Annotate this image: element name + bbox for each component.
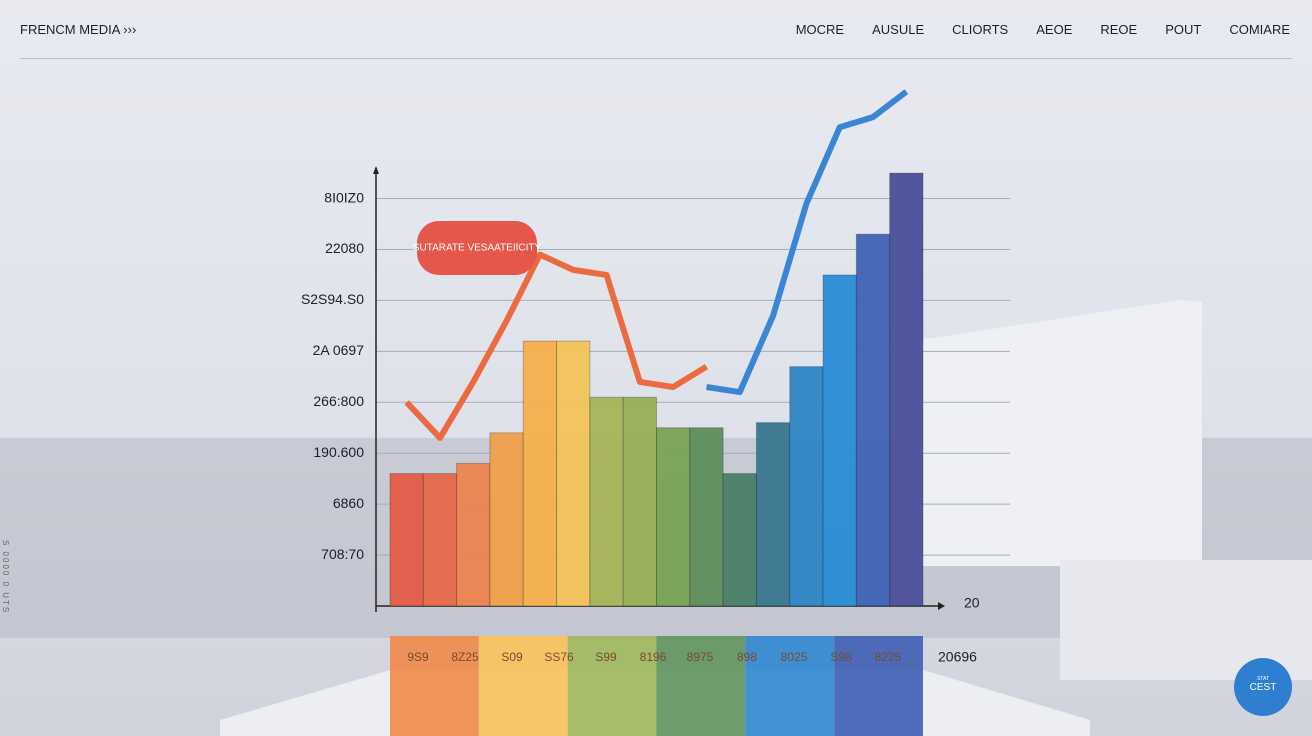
action-button[interactable]: STAT CEST xyxy=(1234,658,1292,716)
brand[interactable]: FRENCM MEDIA ››› xyxy=(20,22,137,37)
floor-band xyxy=(567,636,657,736)
band-label: 8Z25 xyxy=(451,650,479,664)
trend-line xyxy=(404,251,709,441)
bar xyxy=(789,366,824,607)
bar xyxy=(889,172,924,607)
bar xyxy=(622,396,657,607)
band-label: S98 xyxy=(830,650,852,664)
nav: MOCRE AUSULE CLIORTS AEOE REOE POUT COMIARE xyxy=(796,22,1290,37)
bar xyxy=(855,233,891,607)
bar xyxy=(822,274,857,607)
divider xyxy=(20,58,1292,59)
floor-band xyxy=(390,636,479,736)
nav-link[interactable]: MOCRE xyxy=(795,22,845,37)
floor-band xyxy=(478,636,568,736)
floor-band xyxy=(834,636,923,736)
bar xyxy=(722,473,757,607)
side-label: S 0000 0 UTS xyxy=(1,540,10,615)
y-tick-label: 22080 xyxy=(325,240,364,256)
bar xyxy=(489,432,524,607)
annotation: SUTARATE VESAATEIICITY xyxy=(413,243,542,254)
y-tick-label: 8I0IZ0 xyxy=(324,189,364,205)
y-tick-label: 2A 0697 xyxy=(313,342,365,358)
nav-link[interactable]: AEOE xyxy=(1036,22,1073,37)
annotation-bubble xyxy=(417,221,537,275)
block xyxy=(920,300,1202,566)
bar xyxy=(422,473,458,607)
bar xyxy=(589,396,624,607)
y-tick-label: S2S94.S0 xyxy=(301,291,364,307)
bar xyxy=(389,473,424,607)
bar xyxy=(689,427,724,607)
y-tick-label: 266:800 xyxy=(313,393,364,409)
x-axis-label: 20 xyxy=(964,595,980,611)
bar xyxy=(456,462,491,607)
y-tick-label: 190.600 xyxy=(313,444,364,460)
floor-band xyxy=(656,636,746,736)
band-label: S99 xyxy=(595,650,617,664)
band-label: 8975 xyxy=(687,650,714,664)
band-label: 8025 xyxy=(781,650,808,664)
y-tick-label: 708:70 xyxy=(321,546,364,562)
button-caption: STAT xyxy=(1256,676,1270,682)
nav-link[interactable]: POUT xyxy=(1165,22,1202,37)
band-label: 8225 xyxy=(875,650,902,664)
axis-arrow xyxy=(373,166,379,174)
bar xyxy=(522,340,558,607)
band-label: 898 xyxy=(737,650,757,664)
band-label: 8196 xyxy=(640,650,667,664)
x-end-label: 20696 xyxy=(938,649,977,665)
axis-arrow xyxy=(938,602,945,610)
nav-link[interactable]: REOE xyxy=(1100,22,1138,37)
nav-link[interactable]: AUSULE xyxy=(872,22,925,37)
button-label: CEST xyxy=(1249,682,1277,693)
band-label: 9S9 xyxy=(407,650,429,664)
bar xyxy=(656,427,691,607)
nav-link[interactable]: CLIORTS xyxy=(952,22,1009,37)
bar xyxy=(556,340,591,607)
nav-link[interactable]: COMIARE xyxy=(1229,22,1290,37)
bar xyxy=(755,422,791,607)
trend-line xyxy=(706,89,909,396)
floor-band xyxy=(745,636,835,736)
y-tick-label: 6860 xyxy=(333,495,364,511)
band-label: SS76 xyxy=(544,650,574,664)
band-label: S09 xyxy=(501,650,523,664)
